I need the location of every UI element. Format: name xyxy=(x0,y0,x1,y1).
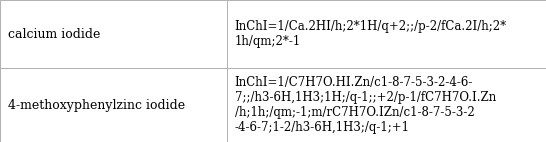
Text: 7;;/h3-6H,1H3;1H;/q-1;;+2/p-1/fC7H7O.I.Zn: 7;;/h3-6H,1H3;1H;/q-1;;+2/p-1/fC7H7O.I.Z… xyxy=(235,91,496,104)
Text: calcium iodide: calcium iodide xyxy=(8,28,100,41)
Text: /h;1h;/qm;-1;m/rC7H7O.IZn/c1-8-7-5-3-2: /h;1h;/qm;-1;m/rC7H7O.IZn/c1-8-7-5-3-2 xyxy=(235,106,474,119)
Text: InChI=1/Ca.2HI/h;2*1H/q+2;;/p-2/fCa.2I/h;2*: InChI=1/Ca.2HI/h;2*1H/q+2;;/p-2/fCa.2I/h… xyxy=(235,20,507,33)
Text: 1h/qm;2*-1: 1h/qm;2*-1 xyxy=(235,35,301,48)
Text: InChI=1/C7H7O.HI.Zn/c1-8-7-5-3-2-4-6-: InChI=1/C7H7O.HI.Zn/c1-8-7-5-3-2-4-6- xyxy=(235,76,473,89)
Text: -4-6-7;1-2/h3-6H,1H3;/q-1;+1: -4-6-7;1-2/h3-6H,1H3;/q-1;+1 xyxy=(235,121,410,134)
Text: 4-methoxyphenylzinc iodide: 4-methoxyphenylzinc iodide xyxy=(8,99,185,112)
